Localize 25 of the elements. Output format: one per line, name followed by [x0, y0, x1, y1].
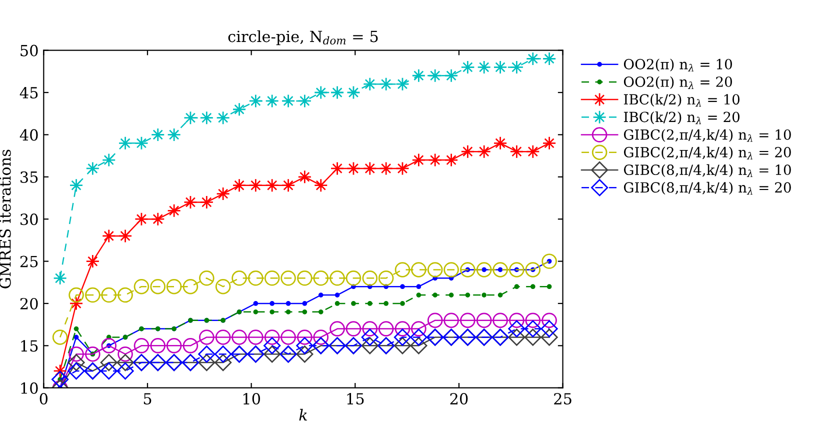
y-tick-label: 50	[20, 44, 38, 56]
legend-label: GIBC(2,π/4,k/4) n$_{λ}$ = 10	[624, 129, 791, 142]
x-tick-label: 10	[243, 392, 260, 405]
y-tick-label: 30	[20, 214, 38, 226]
legend-label: OO2(π) n$_{λ}$ = 20	[624, 76, 732, 89]
y-tick-label: 40	[20, 129, 38, 141]
legend-label: GIBC(8,π/4,k/4) n$_{λ}$ = 10	[624, 164, 791, 178]
y-tick-label: 10	[21, 382, 38, 394]
legend-label: GIBC(2,π/4,k/4) n$_{λ}$ = 20	[624, 146, 791, 160]
legend-label: GIBC(8,π/4,k/4) n$_{λ}$ = 20	[624, 182, 791, 195]
x-axis-title: k	[299, 408, 307, 421]
y-tick-label: 25	[20, 256, 38, 268]
x-tick-label: 0	[40, 392, 48, 405]
chart-title: circle-pie, N$_{dom}$ = 5	[228, 30, 378, 46]
x-tick-label: 15	[347, 392, 364, 405]
legend-label: IBC(k/2) n$_{λ}$ = 10	[624, 94, 740, 107]
x-tick-label: 20	[450, 392, 468, 405]
x-tick-label: 25	[554, 392, 572, 405]
y-tick-label: 45	[20, 86, 38, 99]
y-tick-label: 35	[20, 171, 38, 183]
legend-label: OO2(π) n$_{λ}$ = 10	[624, 58, 732, 72]
x-tick-label: 5	[144, 393, 152, 405]
y-tick-label: 15	[21, 340, 38, 352]
y-tick-label: 20	[20, 298, 38, 310]
legend-label: IBC(k/2) n$_{λ}$ = 20	[624, 111, 740, 124]
